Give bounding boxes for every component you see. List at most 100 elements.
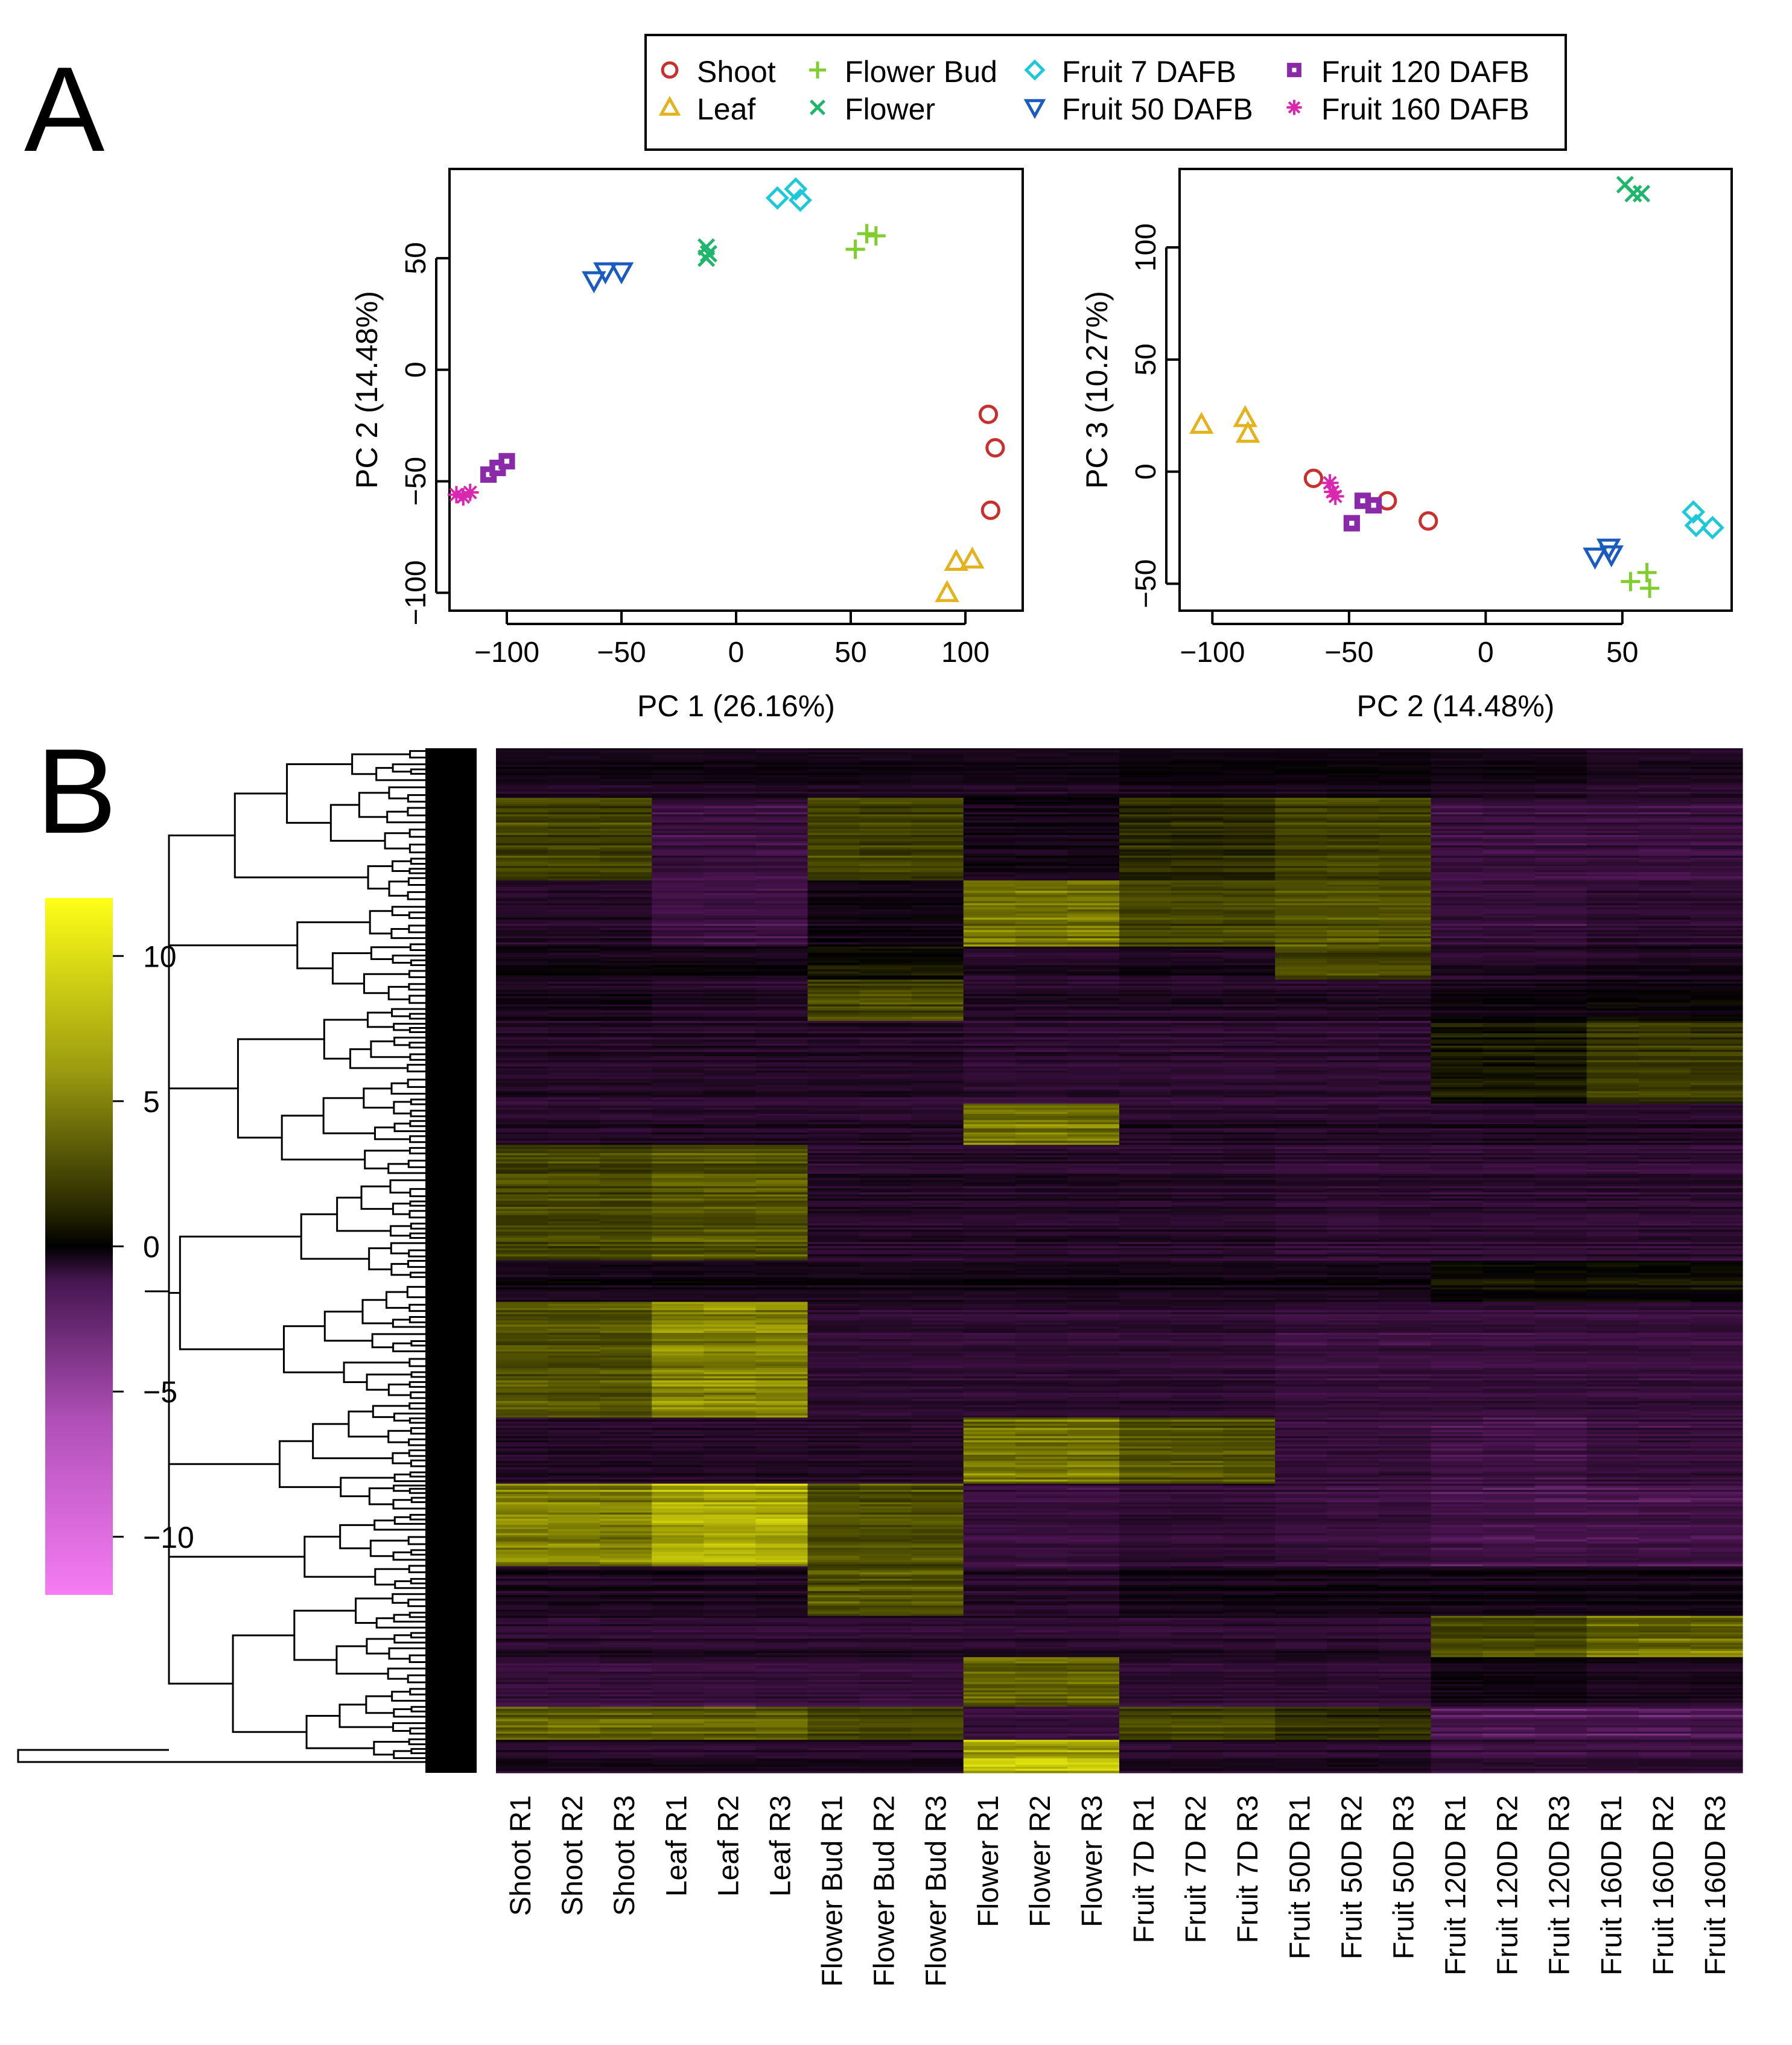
heatmap-cell xyxy=(1223,816,1276,819)
heatmap-cell xyxy=(807,1033,860,1036)
heatmap-cell xyxy=(1223,967,1276,970)
dendrogram-branch xyxy=(338,1703,393,1728)
heatmap-cell xyxy=(652,828,704,832)
heatmap-cell xyxy=(1067,1070,1120,1073)
heatmap-cell xyxy=(548,888,600,891)
heatmap-cell xyxy=(1015,775,1068,778)
heatmap-cell xyxy=(807,1020,860,1023)
heatmap-cell xyxy=(1534,1049,1587,1052)
dendrogram-branch xyxy=(408,1249,425,1258)
heatmap-cell xyxy=(1379,1145,1432,1148)
heatmap-cell xyxy=(1223,1140,1276,1143)
heatmap-cell xyxy=(807,775,860,778)
heatmap-cell xyxy=(1327,888,1380,891)
heatmap-cell xyxy=(652,841,704,844)
heatmap-cell xyxy=(1482,804,1536,807)
heatmap-cell xyxy=(652,785,704,788)
heatmap-cell xyxy=(1586,785,1639,788)
heatmap-cell xyxy=(1379,762,1432,765)
heatmap-cell xyxy=(1171,1120,1224,1123)
heatmap-cell xyxy=(1171,777,1224,780)
heatmap-cell xyxy=(1119,926,1172,929)
heatmap-cell xyxy=(1690,938,1743,941)
heatmap-cell xyxy=(1327,756,1380,759)
heatmap-cell xyxy=(1015,950,1068,953)
dendrogram-branch xyxy=(410,1427,425,1435)
heatmap-cell xyxy=(600,926,652,929)
heatmap-cell xyxy=(859,1054,912,1057)
heatmap-cell xyxy=(1379,1083,1432,1086)
heatmap-cell xyxy=(963,911,1016,914)
heatmap-cell xyxy=(1534,794,1587,797)
heatmap-cell xyxy=(1586,901,1639,904)
heatmap-cell xyxy=(1275,897,1327,900)
heatmap-cell xyxy=(1067,1085,1120,1088)
heatmap-cell xyxy=(1327,760,1380,763)
heatmap-cell xyxy=(1690,1074,1743,1077)
heatmap-cell xyxy=(1690,1020,1743,1023)
heatmap-cell xyxy=(807,1008,860,1011)
heatmap-cell xyxy=(1119,765,1172,768)
heatmap-cell xyxy=(652,1091,704,1094)
heatmap-cell xyxy=(1534,979,1587,982)
heatmap-cell xyxy=(1482,911,1536,914)
heatmap-cell xyxy=(1223,1017,1276,1020)
heatmap-cell xyxy=(1223,1006,1276,1009)
heatmap-cell xyxy=(1586,1043,1639,1046)
heatmap-cell xyxy=(1171,843,1224,846)
heatmap-cell xyxy=(755,1042,809,1045)
heatmap-cell xyxy=(1638,1006,1691,1009)
heatmap-cell xyxy=(1327,911,1380,914)
heatmap-cell xyxy=(807,853,860,856)
heatmap-cell xyxy=(600,895,652,898)
heatmap-cell xyxy=(859,791,912,794)
heatmap-cell xyxy=(1223,1027,1276,1030)
dendrogram-branch xyxy=(408,844,425,854)
heatmap-cell xyxy=(1275,828,1327,832)
heatmap-cell xyxy=(1067,923,1120,927)
heatmap-cell xyxy=(1015,927,1068,930)
heatmap-cell xyxy=(1586,1118,1639,1121)
heatmap-cell xyxy=(652,955,704,958)
heatmap-cell xyxy=(807,952,860,955)
heatmap-cell xyxy=(1119,1017,1172,1020)
heatmap-cell xyxy=(1379,818,1432,821)
heatmap-cell xyxy=(807,886,860,889)
heatmap-cell xyxy=(1431,851,1484,854)
heatmap-cell xyxy=(1431,876,1484,879)
heatmap-cell xyxy=(704,938,757,941)
heatmap-cell xyxy=(1690,771,1743,774)
heatmap-cell xyxy=(1119,892,1172,895)
heatmap-cell xyxy=(1067,1105,1120,1108)
heatmap-cell xyxy=(548,773,600,776)
dendrogram-branch xyxy=(393,1413,425,1422)
heatmap-cell xyxy=(1223,1077,1276,1080)
heatmap-cell xyxy=(1067,965,1120,968)
heatmap-cell xyxy=(911,886,964,889)
heatmap-cell xyxy=(1379,901,1432,904)
heatmap-cell xyxy=(600,1113,652,1116)
heatmap-cell xyxy=(600,760,652,763)
heatmap-cell xyxy=(1015,781,1068,784)
heatmap-cell xyxy=(548,905,600,908)
heatmap-cell xyxy=(807,1110,860,1113)
heatmap-cell xyxy=(1119,830,1172,833)
heatmap-cell xyxy=(1586,1060,1639,1063)
heatmap-cell xyxy=(1223,934,1276,937)
heatmap-cell xyxy=(600,859,652,862)
heatmap-cell xyxy=(1223,870,1276,873)
heatmap-cell xyxy=(1067,810,1120,813)
heatmap-cell xyxy=(496,1139,548,1142)
heatmap-cell xyxy=(755,898,809,902)
heatmap-cell xyxy=(1223,1052,1276,1055)
heatmap-cell xyxy=(1482,794,1536,797)
heatmap-cell xyxy=(859,851,912,854)
panel-label-a: A xyxy=(24,42,105,177)
heatmap-cell xyxy=(1431,760,1484,763)
heatmap-cell xyxy=(1482,1014,1536,1017)
heatmap-cell xyxy=(1067,942,1120,945)
pc1pc2-ylabel: PC 2 (14.48%) xyxy=(350,291,384,489)
dendrogram-branch xyxy=(409,1053,425,1061)
heatmap-cell xyxy=(496,1113,548,1116)
heatmap-cell xyxy=(1223,1045,1276,1048)
